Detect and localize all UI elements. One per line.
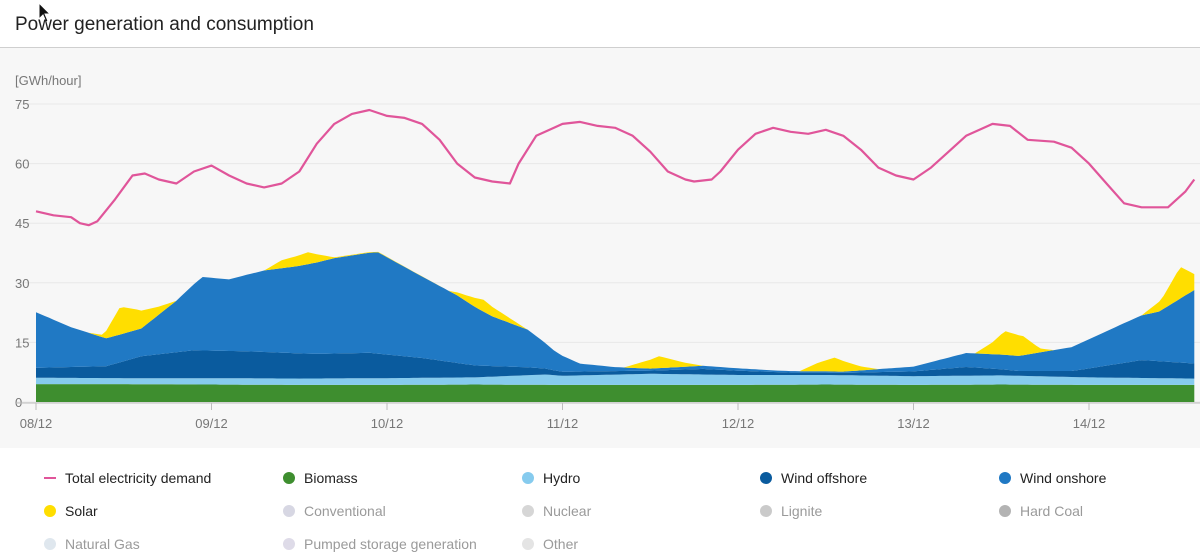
- legend-swatch-lignite: [760, 505, 772, 517]
- legend-label-total-electricity-demand: Total electricity demand: [65, 470, 212, 486]
- legend-swatch-hydro: [522, 472, 534, 484]
- legend-item-natural-gas[interactable]: Natural Gas: [44, 535, 140, 553]
- legend-item-hydro[interactable]: Hydro: [522, 469, 580, 487]
- stacked-areas: [36, 251, 1195, 402]
- legend-swatch-hard-coal: [999, 505, 1011, 517]
- legend-item-hard-coal[interactable]: Hard Coal: [999, 502, 1083, 520]
- legend-label-pumped-storage-generation: Pumped storage generation: [304, 536, 477, 552]
- demand-line-group: [35, 108, 1196, 227]
- area-wind-onshore[interactable]: [36, 252, 1195, 373]
- legend-label-biomass: Biomass: [304, 470, 358, 486]
- legend-item-solar[interactable]: Solar: [44, 502, 98, 520]
- legend-swatch-natural-gas: [44, 538, 56, 550]
- y-axis-unit-label: [GWh/hour]: [15, 73, 81, 88]
- legend-label-hydro: Hydro: [543, 470, 581, 486]
- legend-item-conventional[interactable]: Conventional: [283, 502, 386, 520]
- x-tick-label-12-12: 12/12: [722, 416, 755, 431]
- legend-label-nuclear: Nuclear: [543, 503, 592, 519]
- legend-swatch-total-electricity-demand: [44, 477, 56, 479]
- legend-label-solar: Solar: [65, 503, 98, 519]
- y-tick-label-60: 60: [15, 157, 29, 172]
- y-tick-label-15: 15: [15, 335, 29, 350]
- legend-label-conventional: Conventional: [304, 503, 386, 519]
- legend-item-total-electricity-demand[interactable]: Total electricity demand: [44, 469, 211, 487]
- legend-label-wind-offshore: Wind offshore: [781, 470, 868, 486]
- legend-label-lignite: Lignite: [781, 503, 823, 519]
- area-wind-offshore[interactable]: [36, 350, 1195, 379]
- x-tick-label-13-12: 13/12: [897, 416, 930, 431]
- y-tick-label-30: 30: [15, 276, 29, 291]
- legend-item-other[interactable]: Other: [522, 535, 578, 553]
- chart-svg[interactable]: [GWh/hour] 01530456075 08/1209/1210/1211…: [0, 48, 1200, 448]
- chart-title: Power generation and consumption: [15, 14, 314, 35]
- area-hydro[interactable]: [36, 373, 1195, 385]
- legend-item-biomass[interactable]: Biomass: [283, 469, 358, 487]
- legend-swatch-wind-onshore: [999, 472, 1011, 484]
- y-tick-label-75: 75: [15, 97, 29, 112]
- legend-swatch-nuclear: [522, 505, 534, 517]
- legend-label-wind-onshore: Wind onshore: [1020, 470, 1107, 486]
- area-biomass[interactable]: [36, 384, 1195, 402]
- x-tick-label-08-12: 08/12: [20, 416, 53, 431]
- legend-item-wind-offshore[interactable]: Wind offshore: [760, 469, 867, 487]
- legend-item-lignite[interactable]: Lignite: [760, 502, 822, 520]
- x-axis: 08/12 09/12 10/12 11/12 12/12 13/12 14/12: [16, 402, 1200, 431]
- x-tick-label-10-12: 10/12: [371, 416, 404, 431]
- legend-item-pumped-storage-generation[interactable]: Pumped storage generation: [283, 535, 477, 553]
- legend-swatch-biomass: [283, 472, 295, 484]
- demand-line[interactable]: [35, 108, 1196, 227]
- legend-item-wind-onshore[interactable]: Wind onshore: [999, 469, 1106, 487]
- legend-label-other: Other: [543, 536, 579, 552]
- legend-swatch-other: [522, 538, 534, 550]
- x-tick-label-11-12: 11/12: [547, 416, 579, 431]
- legend: Total electricity demand Biomass Hydro Wind…: [0, 462, 1200, 560]
- x-tick-label-14-12: 14/12: [1073, 416, 1106, 431]
- legend-label-hard-coal: Hard Coal: [1020, 503, 1084, 519]
- legend-swatch-wind-offshore: [760, 472, 772, 484]
- legend-swatch-conventional: [283, 505, 295, 517]
- y-tick-label-45: 45: [15, 216, 29, 231]
- legend-swatch-pumped-storage-generation: [283, 538, 295, 550]
- x-tick-label-09-12: 09/12: [195, 416, 228, 431]
- title-divider: [0, 47, 1200, 48]
- legend-label-natural-gas: Natural Gas: [65, 536, 140, 552]
- legend-item-nuclear[interactable]: Nuclear: [522, 502, 591, 520]
- legend-swatch-solar: [44, 505, 56, 517]
- y-tick-labels: 01530456075: [15, 97, 29, 410]
